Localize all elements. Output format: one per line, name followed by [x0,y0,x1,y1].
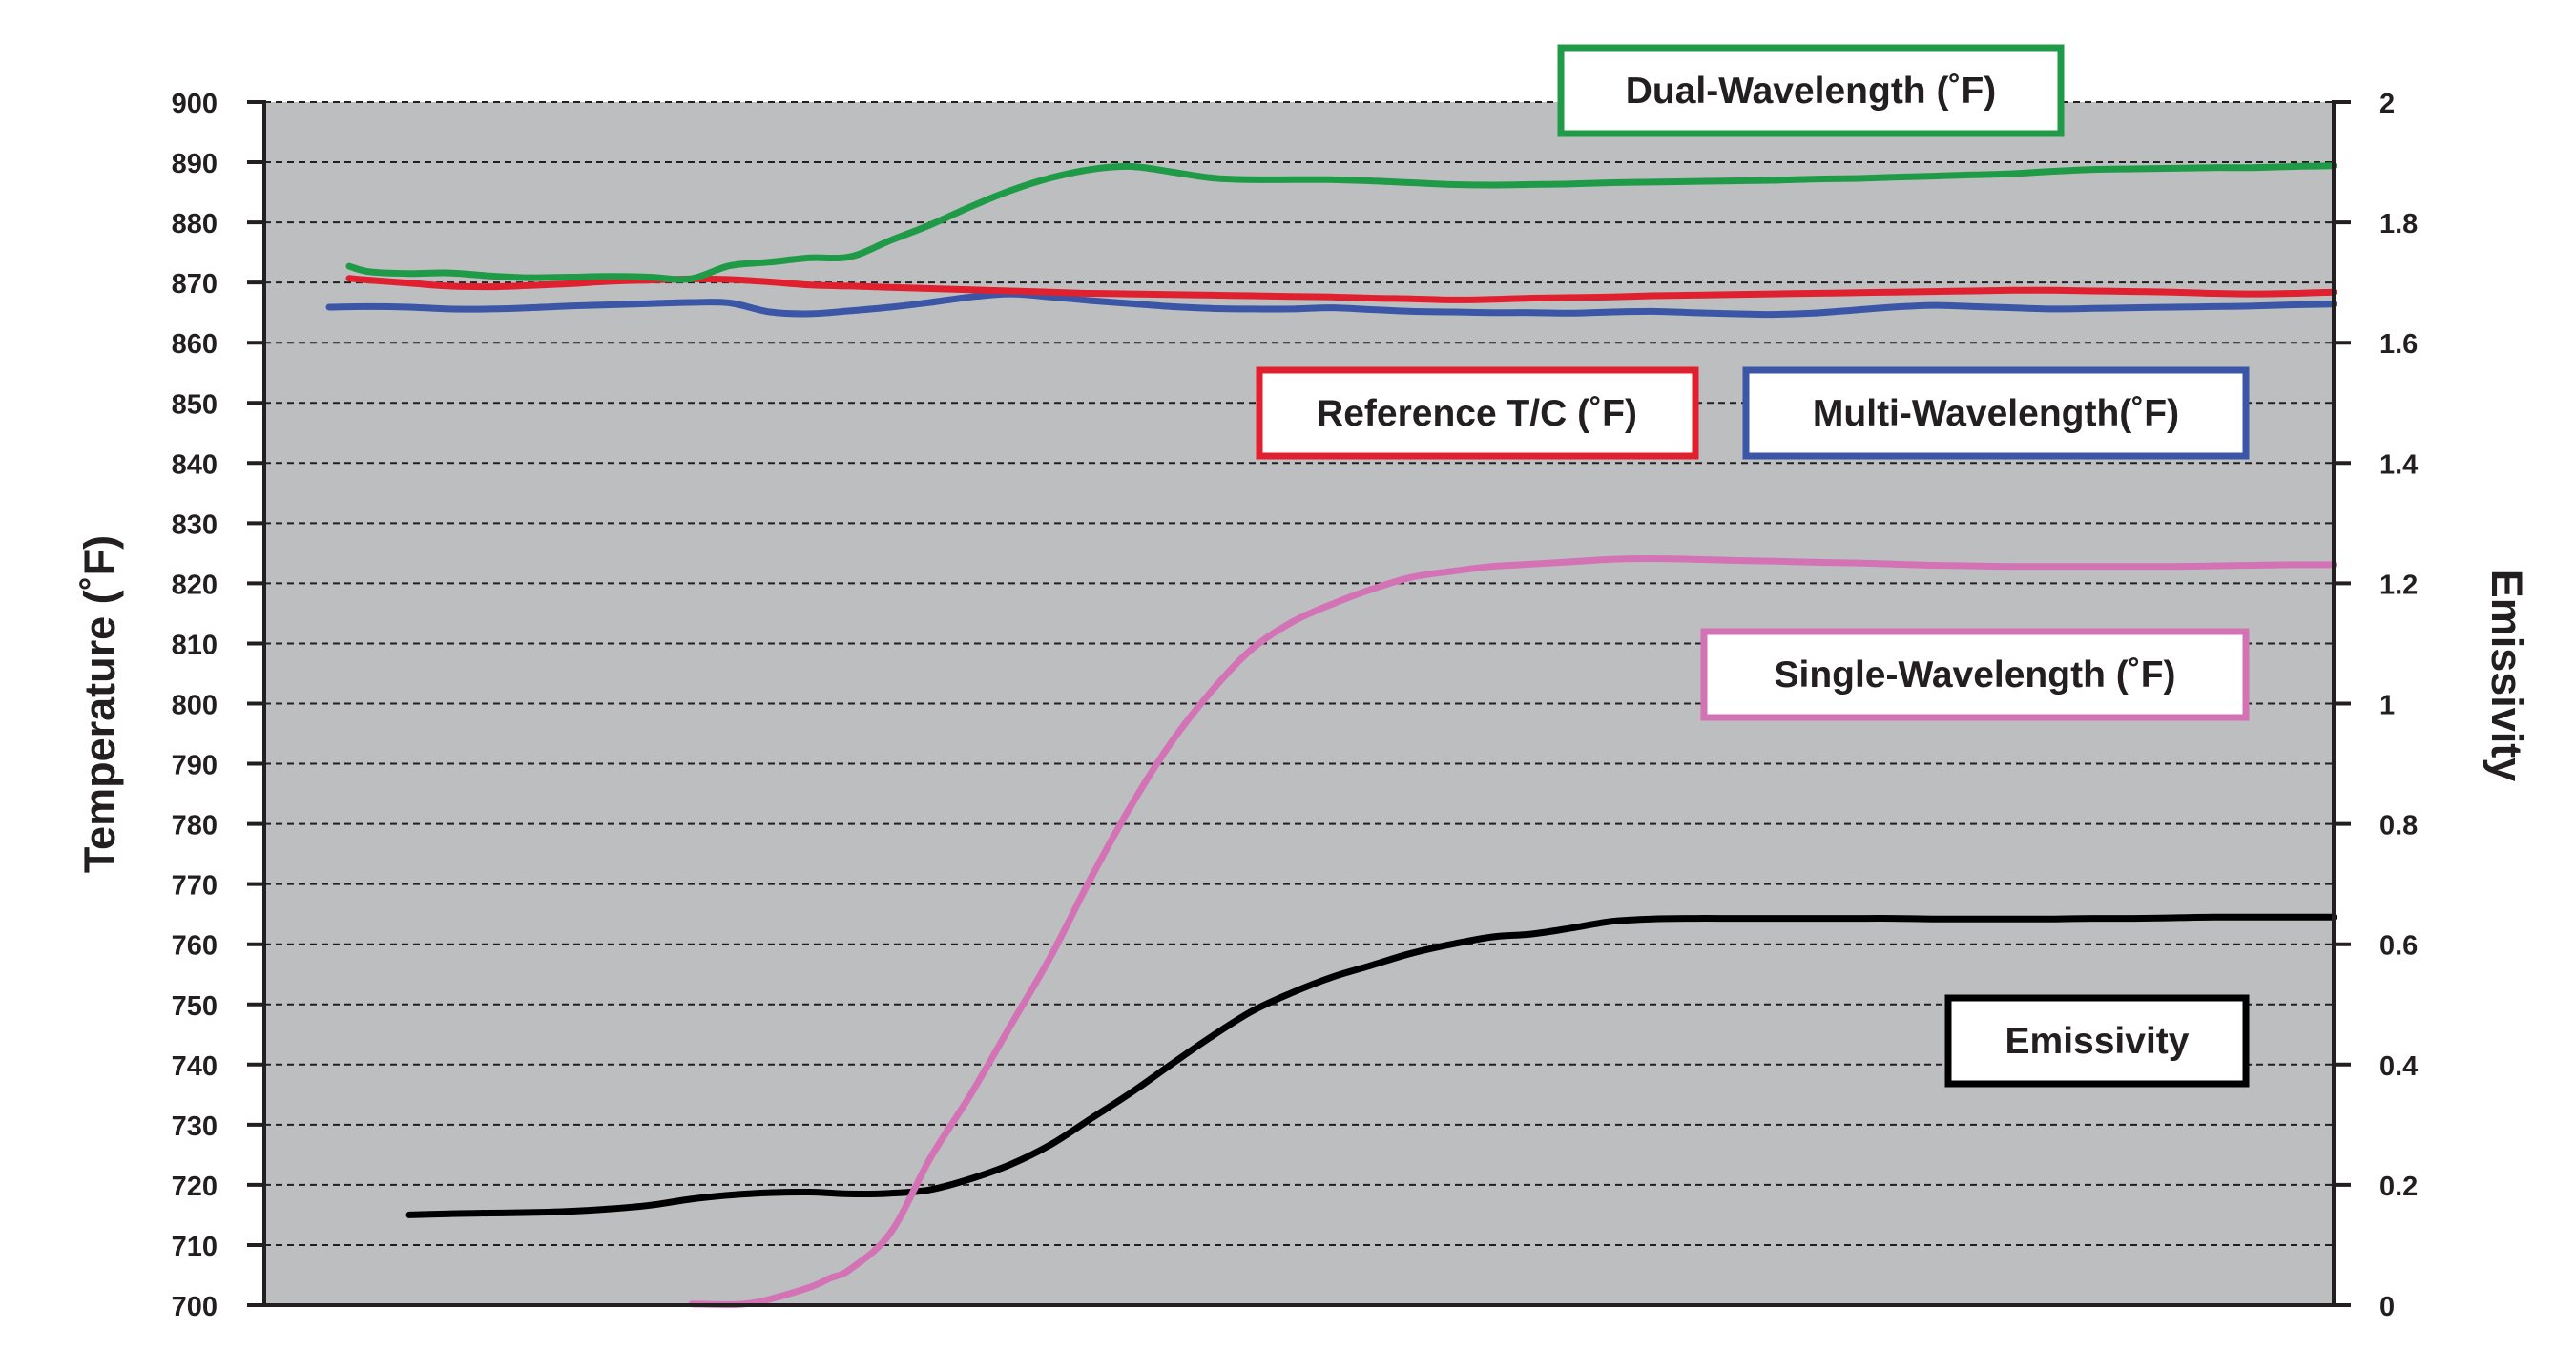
legend-reference-tc: Reference T/C (˚F) [1256,366,1699,460]
left-tick-label: 730 [172,1111,218,1142]
legend-single-wavelength: Single-Wavelength (˚F) [1700,628,2250,721]
left-tick-label: 750 [172,991,218,1022]
left-tick-label: 800 [172,691,218,721]
left-tick-label: 830 [172,509,218,540]
legend-box-emissivity [1944,994,2250,1088]
right-tick-label: 1.2 [2379,570,2418,600]
right-tick-label: 0 [2379,1292,2395,1322]
series-line-dual-wavelength-f [345,162,2337,283]
right-tick-label: 1.8 [2379,209,2418,239]
left-tick-label: 880 [172,209,218,239]
left-tick-label: 870 [172,269,218,300]
right-axis-title: Emissivity [2483,570,2531,782]
left-tick-label: 720 [172,1172,218,1202]
legend-box-multi [1742,366,2250,460]
left-tick-label: 710 [172,1232,218,1262]
left-tick-label: 790 [172,751,218,781]
legend-box-reference [1256,366,1699,460]
left-tick-label: 760 [172,931,218,962]
right-tick-label: 0.4 [2379,1051,2418,1082]
right-tick-label: 1.4 [2379,449,2418,480]
left-tick-label: 770 [172,871,218,902]
legend-label-single: Single-Wavelength (˚F) [1774,654,2175,696]
right-tick-label: 0.6 [2379,931,2418,962]
left-axis-title: Temperature (˚F) [75,535,124,873]
legend-emissivity: Emissivity [1944,994,2250,1088]
legend-box-single [1700,628,2250,721]
legend-label-emissivity: Emissivity [2005,1021,2190,1062]
right-tick-label: 0.8 [2379,811,2418,841]
left-tick-label: 840 [172,449,218,480]
left-tick-label: 780 [172,811,218,841]
right-tick-label: 0.2 [2379,1172,2418,1202]
series-line-emissivity [405,913,2337,1218]
legend-box-dual [1557,44,2065,137]
left-tick-label: 810 [172,630,218,660]
right-tick-label: 1.6 [2379,329,2418,360]
left-tick-label: 890 [172,149,218,179]
left-tick-label: 700 [172,1292,218,1322]
legend-multi-wavelength: Multi-Wavelength(˚F) [1742,366,2250,460]
right-tick-label: 1 [2379,691,2395,721]
left-tick-label: 740 [172,1051,218,1082]
right-axis-ticks: 0 0.2 0.4 0.6 0.8 1 1.2 1.4 1.6 1.8 2 [2334,89,2418,1322]
right-tick-label: 2 [2379,89,2395,119]
left-tick-label: 820 [172,570,218,600]
legend-label-dual: Dual-Wavelength (˚F) [1626,71,1997,112]
series-line-multi-wavelength-f [325,290,2337,319]
left-tick-label: 900 [172,89,218,119]
series-line-single-wavelength-f [688,555,2337,1308]
legend-dual-wavelength: Dual-Wavelength (˚F) [1557,44,2065,137]
left-tick-label: 850 [172,389,218,420]
series-layer [325,162,2337,1308]
legend-label-multi: Multi-Wavelength(˚F) [1813,393,2179,434]
left-tick-label: 860 [172,329,218,360]
legend-label-reference: Reference T/C (˚F) [1317,393,1637,434]
left-axis-ticks: 700 710 720 730 740 750 760 770 780 790 800 810 820 8… [172,89,264,1322]
